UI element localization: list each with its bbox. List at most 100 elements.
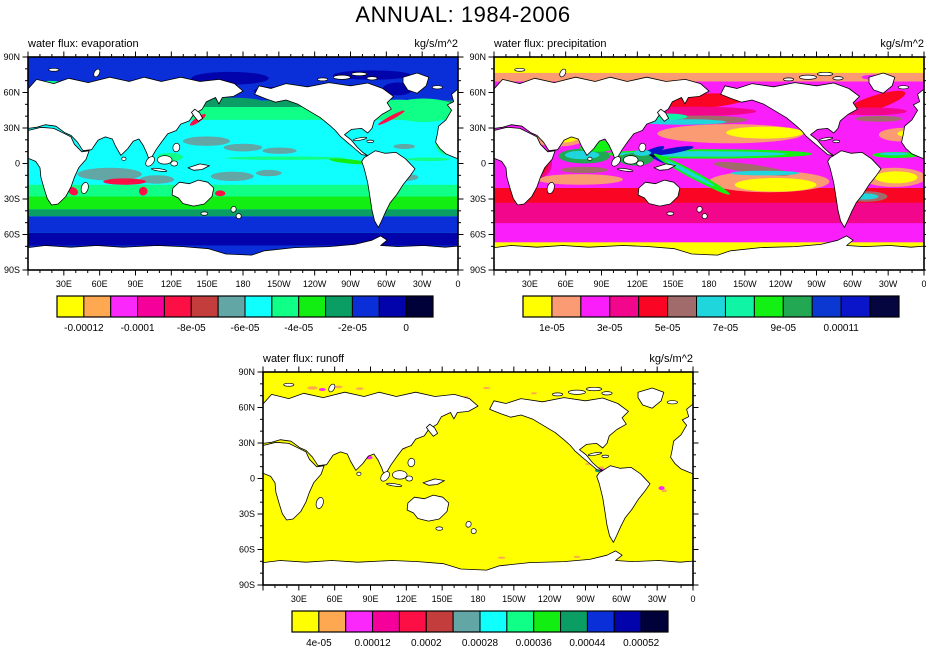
continent-antarctica: [263, 550, 693, 585]
island-new-zealand-n: [696, 206, 703, 213]
precipitation-map-svg: 90N 60N 30N 0 30S 60S 90S 30E 60E 90E 120E 150E 180 1…: [469, 51, 926, 334]
colorbar-swatch: [840, 295, 871, 318]
colorbar-label: 0.00036: [516, 638, 553, 647]
island-philippines: [638, 142, 647, 153]
island-new-zealand-n: [465, 521, 472, 528]
lon-label: 150E: [663, 279, 684, 289]
runoff-map-svg: 90N 60N 30N 0 30S 60S 90S 30E 60E 90E 120E 150E 180 1…: [238, 366, 699, 647]
island-sri-lanka: [356, 471, 362, 476]
colorbar-swatch: [163, 295, 192, 318]
contour-band: [28, 196, 458, 210]
colorbar-label: 0.0002: [411, 638, 442, 647]
lon-label: 30E: [291, 594, 307, 604]
lat-label: 30S: [4, 194, 20, 204]
lat-label: 30S: [470, 194, 486, 204]
panel-precipitation: 90N 60N 30N 0 30S 60S 90S 30E 60E 90E 120E 150E 180 1…: [466, 35, 926, 347]
contour-band: [494, 202, 924, 224]
continent-africa: [28, 126, 90, 206]
contour-blob: [730, 170, 800, 176]
island-philippines: [172, 142, 181, 153]
panel-units-precipitation: kg/s/m^2: [880, 38, 924, 50]
lon-label: 90E: [593, 279, 609, 289]
contour-band: [28, 216, 458, 233]
colorbar-frame: [291, 610, 669, 633]
contour-blob: [318, 387, 326, 391]
lon-label: 120W: [538, 594, 562, 604]
island-new-guinea: [422, 478, 445, 486]
lat-label: 90N: [238, 367, 255, 377]
colorbar-swatch: [137, 295, 165, 318]
island-new-zealand-s: [470, 528, 477, 535]
island-arctic-2: [817, 71, 834, 77]
lat-label: 30N: [469, 123, 486, 133]
island-arctic-1: [332, 74, 351, 80]
contour-blob: [262, 147, 297, 154]
continent-greenland: [637, 387, 665, 409]
colorbar-label: -4e-05: [284, 323, 313, 334]
contour-blob: [598, 466, 604, 469]
colorbar-swatch: [479, 610, 508, 633]
colorbar-swatch: [110, 295, 139, 318]
island-japan: [190, 108, 204, 122]
continent-greenland: [868, 72, 896, 94]
colorbar-label: 9e-05: [771, 323, 797, 334]
island-new-zealand-n: [230, 206, 237, 213]
continent-africa: [494, 126, 556, 206]
lon-label: 150W: [267, 279, 291, 289]
continent-africa: [263, 441, 325, 521]
map-field: [494, 57, 924, 270]
lon-label: 60E: [558, 279, 574, 289]
island-novaya-zemlya: [559, 68, 567, 78]
colorbar-swatch: [83, 295, 112, 318]
contour-blob: [215, 190, 226, 197]
island-java: [386, 482, 403, 487]
island-tasmania: [666, 211, 675, 216]
contour-blob: [355, 387, 364, 390]
island-tasmania: [200, 211, 209, 216]
colorbar-swatch: [351, 295, 380, 318]
colorbar-swatch: [638, 295, 669, 318]
colorbar-label: 3e-05: [597, 323, 623, 334]
contour-blob: [560, 166, 608, 174]
colorbar-swatch: [244, 295, 273, 318]
island-new-zealand-s: [701, 213, 708, 220]
colorbar-label: -8e-05: [177, 323, 206, 334]
colorbar-label: 5e-05: [655, 323, 681, 334]
contour-blob: [573, 555, 581, 558]
contour-blob: [640, 119, 727, 125]
colorbar-label: 0: [403, 323, 409, 334]
contour-blob: [223, 143, 263, 152]
island-madagascar: [546, 182, 555, 194]
colorbar-label: -0.0001: [121, 323, 155, 334]
lon-label: 150E: [197, 279, 218, 289]
contour-blob: [68, 186, 79, 196]
panel-evaporation: 90N 60N 30N 0 30S 60S 90S 30E 60E 90E 120E 150E 180 1…: [0, 35, 470, 347]
colorbar-swatch: [551, 295, 582, 318]
colorbar-label: 0.00011: [823, 323, 859, 334]
colorbar-swatch: [586, 610, 615, 633]
contour-blob: [874, 171, 918, 184]
island-sumatra: [380, 471, 390, 482]
panel-units-evaporation: kg/s/m^2: [414, 38, 458, 50]
continent-australia: [171, 179, 215, 207]
contour-blob: [483, 386, 491, 390]
contour-blob: [138, 186, 148, 196]
lon-label: 60W: [843, 279, 862, 289]
colorbar-swatch: [869, 295, 900, 318]
colorbar-label: -2e-05: [338, 323, 367, 334]
colorbar-swatch: [372, 610, 400, 633]
colorbar-swatch: [271, 295, 300, 318]
colorbar-frame: [522, 295, 900, 318]
island-arctic-3: [832, 76, 844, 81]
island-novaya-zemlya: [93, 68, 101, 78]
island-svalbard: [283, 382, 295, 387]
contour-blob: [329, 158, 368, 165]
lon-label: 120E: [627, 279, 648, 289]
contour-blob: [393, 143, 415, 150]
island-sulawesi: [170, 160, 178, 167]
island-japan: [656, 108, 670, 122]
panel-runoff: 90N 60N 30N 0 30S 60S 90S 30E 60E 90E 120E 150E 180 1…: [235, 350, 705, 647]
continent-north-america: [254, 82, 394, 156]
island-arctic-1: [798, 74, 817, 80]
